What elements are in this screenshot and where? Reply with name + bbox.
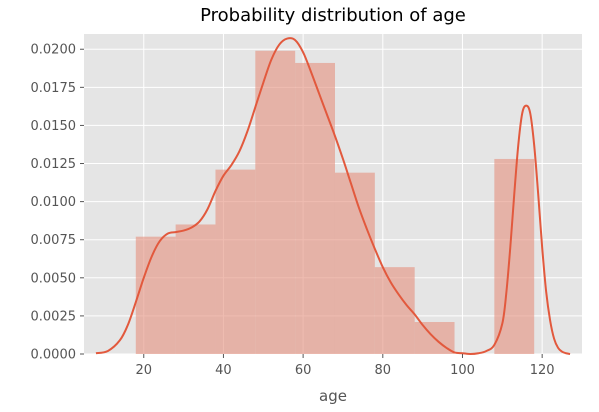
x-tick-label-5: 120 (530, 363, 555, 378)
x-axis-label: age (319, 387, 347, 405)
histogram-bars (135, 50, 535, 355)
chart-title: Probability distribution of age (200, 5, 466, 26)
y-tick-label-4: 0.0100 (31, 195, 77, 210)
y-axis-ticks: 0.0000 0.0025 0.0050 0.0075 0.0100 0.0125 0.01… (31, 43, 84, 363)
density-curve (95, 37, 571, 356)
y-tick-label-8: 0.0200 (31, 43, 77, 58)
y-tick-label-2: 0.0050 (31, 271, 77, 286)
y-tick-label-6: 0.0150 (31, 119, 77, 134)
y-tick-label-0: 0.0000 (31, 348, 77, 363)
y-tick-label-5: 0.0125 (31, 157, 77, 172)
histogram-bar-5 (334, 172, 375, 354)
y-tick-label-7: 0.0175 (31, 81, 77, 96)
histogram-bar-2 (215, 169, 256, 354)
x-tick-label-1: 40 (215, 363, 232, 378)
x-tick-label-3: 80 (375, 363, 392, 378)
y-tick-label-1: 0.0025 (31, 309, 77, 324)
histogram-bar-6 (374, 267, 415, 354)
x-axis-ticks: 20 40 60 80 100 120 (135, 354, 555, 378)
x-tick-label-4: 100 (450, 363, 475, 378)
x-tick-label-2: 60 (295, 363, 312, 378)
y-tick-label-3: 0.0075 (31, 233, 77, 248)
histogram-bar-3 (255, 50, 296, 355)
histogram-bar-0 (135, 236, 176, 354)
x-tick-label-0: 20 (135, 363, 152, 378)
histogram-bar-4 (295, 62, 335, 354)
histogram-bar-1 (175, 224, 216, 354)
